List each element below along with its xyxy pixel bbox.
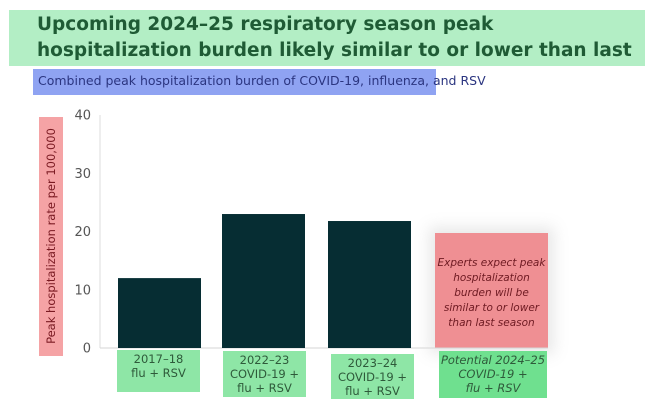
x-category-line: 2023–24 xyxy=(347,356,398,370)
y-tick-label: 40 xyxy=(74,109,91,124)
x-category-line: COVID-19 + xyxy=(458,367,528,381)
chart-subtitle: Combined peak hospitalization burden of … xyxy=(38,73,486,88)
x-category-line: flu + RSV xyxy=(237,381,292,395)
y-tick-label: 0 xyxy=(83,342,91,357)
y-tick-label: 20 xyxy=(74,225,91,240)
x-category-line: Potential 2024–25 xyxy=(440,353,546,367)
subtitle-background xyxy=(33,69,436,95)
x-category-label: 2023–24 COVID-19 + flu + RSV xyxy=(331,354,414,399)
x-category-line: COVID-19 + xyxy=(337,370,408,384)
x-category-label: Potential 2024–25 COVID-19 + flu + RSV xyxy=(439,351,547,398)
x-category-line: flu + RSV xyxy=(345,384,400,398)
y-tick-label: 30 xyxy=(74,167,91,182)
annotation-line: burden will be xyxy=(454,286,529,299)
x-category-label: 2017–18 flu + RSV xyxy=(117,350,200,392)
annotation-line: similar to or lower xyxy=(443,301,540,314)
x-category-line: COVID-19 + xyxy=(229,367,300,381)
x-category-line: flu + RSV xyxy=(465,381,521,395)
x-category-line: flu + RSV xyxy=(131,366,186,380)
x-category-line: 2022–23 xyxy=(239,353,290,367)
bar xyxy=(328,221,411,348)
x-category-label: 2022–23 COVID-19 + flu + RSV xyxy=(223,351,306,397)
chart-title: Upcoming 2024–25 respiratory season peak… xyxy=(37,14,632,87)
annotation-line: hospitalization xyxy=(453,271,530,284)
y-tick-label: 10 xyxy=(74,283,91,298)
annotation-line: Experts expect peak xyxy=(437,256,546,269)
projection-annotation: Experts expect peak hospitalization burden… xyxy=(435,256,548,331)
y-axis-label-background xyxy=(39,117,63,356)
title-background xyxy=(9,10,645,66)
bar xyxy=(222,214,305,348)
annotation-line: than last season xyxy=(448,316,535,329)
projection-box xyxy=(435,232,548,348)
x-category-line: 2017–18 xyxy=(133,352,184,366)
bar xyxy=(118,278,201,348)
